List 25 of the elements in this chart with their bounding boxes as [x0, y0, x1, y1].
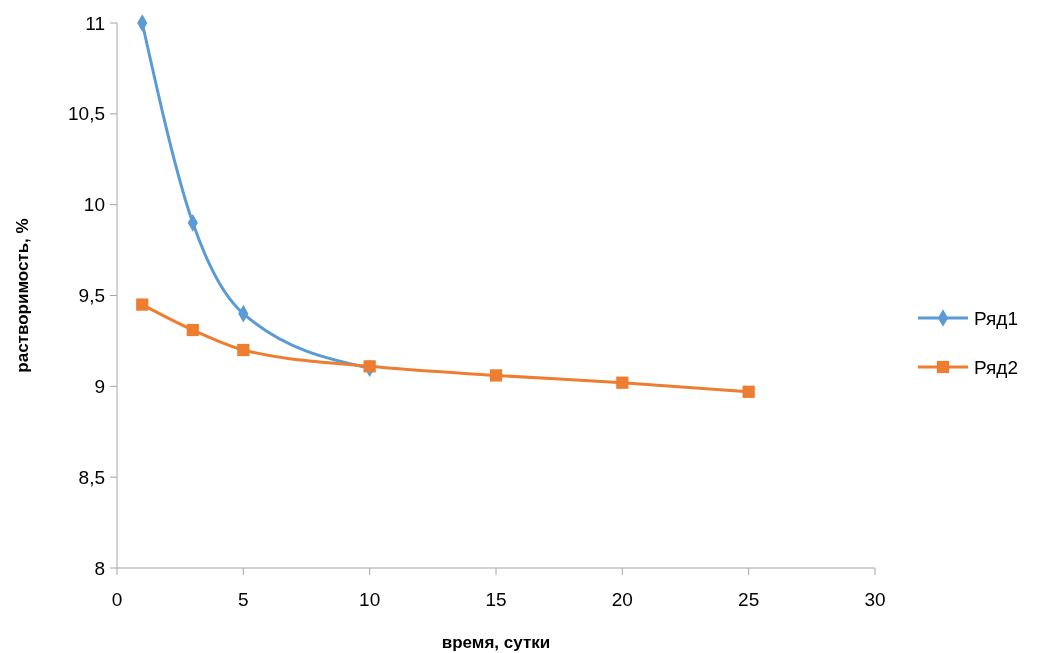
y-tick-label: 8	[94, 557, 105, 579]
point	[489, 369, 503, 382]
y-tick-label: 10	[83, 194, 105, 216]
point	[742, 385, 755, 398]
x-tick-label: 5	[238, 589, 249, 610]
y-tick-label: 9,5	[78, 285, 105, 307]
x-tick-label: 15	[485, 589, 507, 610]
point	[363, 360, 376, 373]
x-axis-title: время, сутки	[441, 633, 551, 652]
x-tick-label: 30	[864, 589, 886, 610]
legend-label: Ряд2	[974, 356, 1018, 378]
x-tick-label: 10	[359, 589, 381, 610]
y-axis-title: растворимость, %	[13, 218, 32, 373]
y-tick-label: 9	[94, 375, 105, 397]
point	[237, 343, 250, 357]
point	[136, 298, 149, 311]
x-tick-label: 0	[111, 589, 123, 610]
point	[186, 323, 199, 337]
x-tick-label: 20	[611, 589, 633, 610]
point	[616, 376, 629, 389]
y-tick-label: 11	[85, 12, 105, 34]
legend-label: Ряд1	[974, 307, 1018, 329]
x-tick-label: 25	[738, 589, 760, 610]
y-tick-label: 10,5	[68, 103, 105, 125]
y-tick-label: 8,5	[78, 466, 105, 488]
